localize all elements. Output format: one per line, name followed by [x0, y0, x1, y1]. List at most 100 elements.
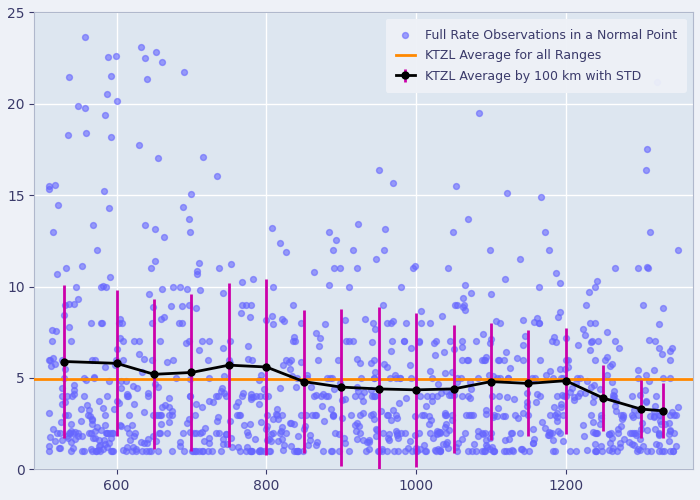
Full Rate Observations in a Normal Point	[584, 346, 596, 354]
Full Rate Observations in a Normal Point	[187, 447, 198, 455]
Full Rate Observations in a Normal Point	[354, 429, 365, 437]
Full Rate Observations in a Normal Point	[136, 368, 147, 376]
Full Rate Observations in a Normal Point	[76, 262, 88, 270]
Full Rate Observations in a Normal Point	[374, 166, 385, 173]
Full Rate Observations in a Normal Point	[80, 33, 91, 41]
Full Rate Observations in a Normal Point	[658, 447, 669, 455]
Full Rate Observations in a Normal Point	[112, 345, 123, 353]
Full Rate Observations in a Normal Point	[167, 447, 178, 455]
Full Rate Observations in a Normal Point	[46, 362, 57, 370]
Full Rate Observations in a Normal Point	[53, 444, 64, 452]
Full Rate Observations in a Normal Point	[657, 304, 668, 312]
Full Rate Observations in a Normal Point	[93, 436, 104, 444]
Full Rate Observations in a Normal Point	[583, 288, 594, 296]
Full Rate Observations in a Normal Point	[502, 374, 513, 382]
Full Rate Observations in a Normal Point	[499, 275, 510, 283]
Full Rate Observations in a Normal Point	[176, 319, 188, 327]
Full Rate Observations in a Normal Point	[120, 447, 132, 455]
Full Rate Observations in a Normal Point	[184, 392, 195, 400]
Full Rate Observations in a Normal Point	[557, 374, 568, 382]
Full Rate Observations in a Normal Point	[97, 282, 108, 290]
Full Rate Observations in a Normal Point	[388, 406, 399, 414]
Full Rate Observations in a Normal Point	[652, 78, 663, 86]
Full Rate Observations in a Normal Point	[288, 420, 300, 428]
Full Rate Observations in a Normal Point	[73, 429, 84, 437]
Full Rate Observations in a Normal Point	[218, 389, 230, 397]
Full Rate Observations in a Normal Point	[190, 447, 202, 455]
Full Rate Observations in a Normal Point	[246, 390, 257, 398]
Full Rate Observations in a Normal Point	[63, 434, 74, 442]
Full Rate Observations in a Normal Point	[319, 320, 330, 328]
Full Rate Observations in a Normal Point	[640, 398, 652, 406]
Full Rate Observations in a Normal Point	[65, 447, 76, 455]
Full Rate Observations in a Normal Point	[638, 301, 649, 309]
Full Rate Observations in a Normal Point	[664, 426, 676, 434]
Full Rate Observations in a Normal Point	[612, 446, 623, 454]
Full Rate Observations in a Normal Point	[591, 429, 602, 437]
Full Rate Observations in a Normal Point	[527, 425, 538, 433]
Full Rate Observations in a Normal Point	[552, 409, 563, 417]
Full Rate Observations in a Normal Point	[528, 440, 539, 448]
Full Rate Observations in a Normal Point	[501, 188, 512, 196]
Full Rate Observations in a Normal Point	[395, 430, 406, 438]
Full Rate Observations in a Normal Point	[421, 447, 432, 455]
Full Rate Observations in a Normal Point	[225, 338, 236, 345]
Full Rate Observations in a Normal Point	[406, 344, 417, 352]
Full Rate Observations in a Normal Point	[432, 380, 443, 388]
Full Rate Observations in a Normal Point	[530, 398, 541, 406]
Full Rate Observations in a Normal Point	[570, 379, 582, 387]
Full Rate Observations in a Normal Point	[218, 436, 229, 444]
Full Rate Observations in a Normal Point	[568, 393, 580, 401]
Full Rate Observations in a Normal Point	[323, 281, 335, 289]
Full Rate Observations in a Normal Point	[451, 182, 462, 190]
Full Rate Observations in a Normal Point	[543, 431, 554, 439]
Full Rate Observations in a Normal Point	[85, 319, 97, 327]
Full Rate Observations in a Normal Point	[672, 403, 683, 411]
Full Rate Observations in a Normal Point	[372, 447, 384, 455]
Full Rate Observations in a Normal Point	[318, 417, 330, 425]
Full Rate Observations in a Normal Point	[347, 338, 358, 345]
Full Rate Observations in a Normal Point	[563, 356, 574, 364]
Full Rate Observations in a Normal Point	[256, 372, 267, 380]
Full Rate Observations in a Normal Point	[463, 410, 475, 418]
Full Rate Observations in a Normal Point	[289, 338, 300, 345]
Full Rate Observations in a Normal Point	[491, 374, 503, 382]
Full Rate Observations in a Normal Point	[436, 389, 447, 397]
Full Rate Observations in a Normal Point	[369, 374, 380, 382]
Full Rate Observations in a Normal Point	[649, 426, 660, 434]
Full Rate Observations in a Normal Point	[61, 392, 72, 400]
Full Rate Observations in a Normal Point	[150, 410, 162, 418]
Full Rate Observations in a Normal Point	[416, 306, 427, 314]
Full Rate Observations in a Normal Point	[552, 417, 563, 425]
Full Rate Observations in a Normal Point	[606, 447, 617, 455]
Full Rate Observations in a Normal Point	[106, 447, 118, 455]
Full Rate Observations in a Normal Point	[612, 428, 624, 436]
Full Rate Observations in a Normal Point	[505, 364, 516, 372]
Full Rate Observations in a Normal Point	[391, 414, 402, 422]
Full Rate Observations in a Normal Point	[95, 319, 106, 327]
Full Rate Observations in a Normal Point	[653, 430, 664, 438]
Full Rate Observations in a Normal Point	[355, 392, 366, 400]
Full Rate Observations in a Normal Point	[298, 447, 309, 455]
Full Rate Observations in a Normal Point	[636, 426, 647, 434]
Full Rate Observations in a Normal Point	[150, 48, 162, 56]
Full Rate Observations in a Normal Point	[71, 282, 82, 290]
Full Rate Observations in a Normal Point	[653, 410, 664, 418]
Full Rate Observations in a Normal Point	[150, 380, 161, 388]
Full Rate Observations in a Normal Point	[387, 179, 398, 187]
Full Rate Observations in a Normal Point	[426, 392, 438, 400]
Full Rate Observations in a Normal Point	[441, 429, 452, 437]
Full Rate Observations in a Normal Point	[150, 258, 161, 266]
Full Rate Observations in a Normal Point	[286, 419, 297, 427]
Full Rate Observations in a Normal Point	[349, 392, 360, 400]
Full Rate Observations in a Normal Point	[253, 376, 265, 384]
Full Rate Observations in a Normal Point	[220, 430, 231, 438]
Full Rate Observations in a Normal Point	[416, 410, 427, 418]
Full Rate Observations in a Normal Point	[214, 429, 225, 437]
Full Rate Observations in a Normal Point	[246, 395, 257, 403]
Full Rate Observations in a Normal Point	[108, 405, 120, 413]
Full Rate Observations in a Normal Point	[491, 412, 503, 420]
Full Rate Observations in a Normal Point	[613, 344, 624, 352]
Full Rate Observations in a Normal Point	[472, 374, 483, 382]
Full Rate Observations in a Normal Point	[433, 428, 444, 436]
